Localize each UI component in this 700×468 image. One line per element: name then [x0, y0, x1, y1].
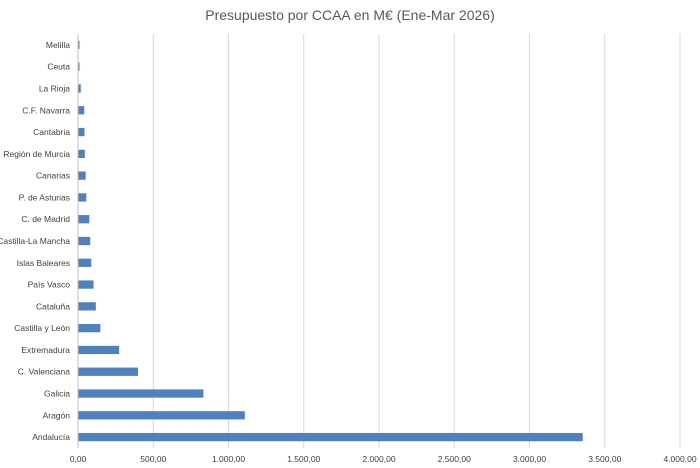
- category-label: Andalucía: [32, 432, 70, 442]
- category-label: Extremadura: [21, 345, 70, 355]
- x-tick-label: 4.000,00: [663, 454, 696, 464]
- category-label: C. de Madrid: [21, 214, 70, 224]
- bar: [78, 193, 87, 202]
- category-label: País Vasco: [28, 280, 71, 290]
- category-labels: Melilla Ceuta La Rioja C.F. Navarra Cantabri…: [0, 40, 70, 442]
- chart-title: Presupuesto por CCAA en M€ (Ene-Mar 2026…: [205, 7, 494, 23]
- category-label: Islas Baleares: [17, 258, 70, 268]
- x-tick-label: 3.000,00: [513, 454, 546, 464]
- bar: [78, 149, 85, 158]
- bar: [78, 40, 80, 50]
- category-label: C.F. Navarra: [22, 105, 70, 115]
- bar: [78, 324, 101, 333]
- category-label: P. de Asturias: [19, 192, 70, 202]
- bar: [78, 84, 81, 93]
- category-label: Canarias: [36, 171, 70, 181]
- bar: [78, 367, 138, 376]
- bar: [78, 171, 86, 180]
- bar: [78, 345, 120, 355]
- category-label: Cantabria: [33, 127, 70, 137]
- category-label: Ceuta: [47, 62, 70, 72]
- category-label: Castilla-La Mancha: [0, 236, 70, 246]
- x-tick-label: 1.000,00: [212, 454, 245, 464]
- category-label: Región de Murcia: [3, 149, 70, 159]
- category-label: Galicia: [44, 389, 70, 399]
- bar: [78, 106, 85, 115]
- category-label: Cataluña: [36, 301, 70, 311]
- x-tick-label: 0,00: [70, 454, 87, 464]
- bar: [78, 236, 91, 246]
- bars: [78, 40, 583, 442]
- category-label: La Rioja: [39, 83, 70, 93]
- bar: [78, 302, 96, 311]
- x-tick-label: 3.500,00: [588, 454, 621, 464]
- bar: [78, 411, 245, 420]
- x-tick-label: 1.500,00: [287, 454, 320, 464]
- x-tick-label: 2.000,00: [362, 454, 395, 464]
- bar: [78, 127, 85, 137]
- bar: [78, 432, 583, 442]
- category-label: Aragón: [43, 410, 71, 420]
- x-tick-label: 2.500,00: [438, 454, 471, 464]
- x-tick-labels: 0,00 500,00 1.000,00 1.500,00 2.000,00 2.500,…: [70, 454, 697, 464]
- bar: [78, 389, 204, 398]
- bar: [78, 258, 92, 267]
- category-label: Melilla: [46, 40, 70, 50]
- bar: [78, 280, 94, 289]
- bar: [78, 62, 80, 71]
- gridlines: [152, 34, 681, 448]
- bar: [78, 215, 90, 224]
- x-tick-label: 500,00: [140, 454, 166, 464]
- category-label: Castilla y León: [14, 323, 70, 333]
- category-label: C. Valenciana: [18, 367, 71, 377]
